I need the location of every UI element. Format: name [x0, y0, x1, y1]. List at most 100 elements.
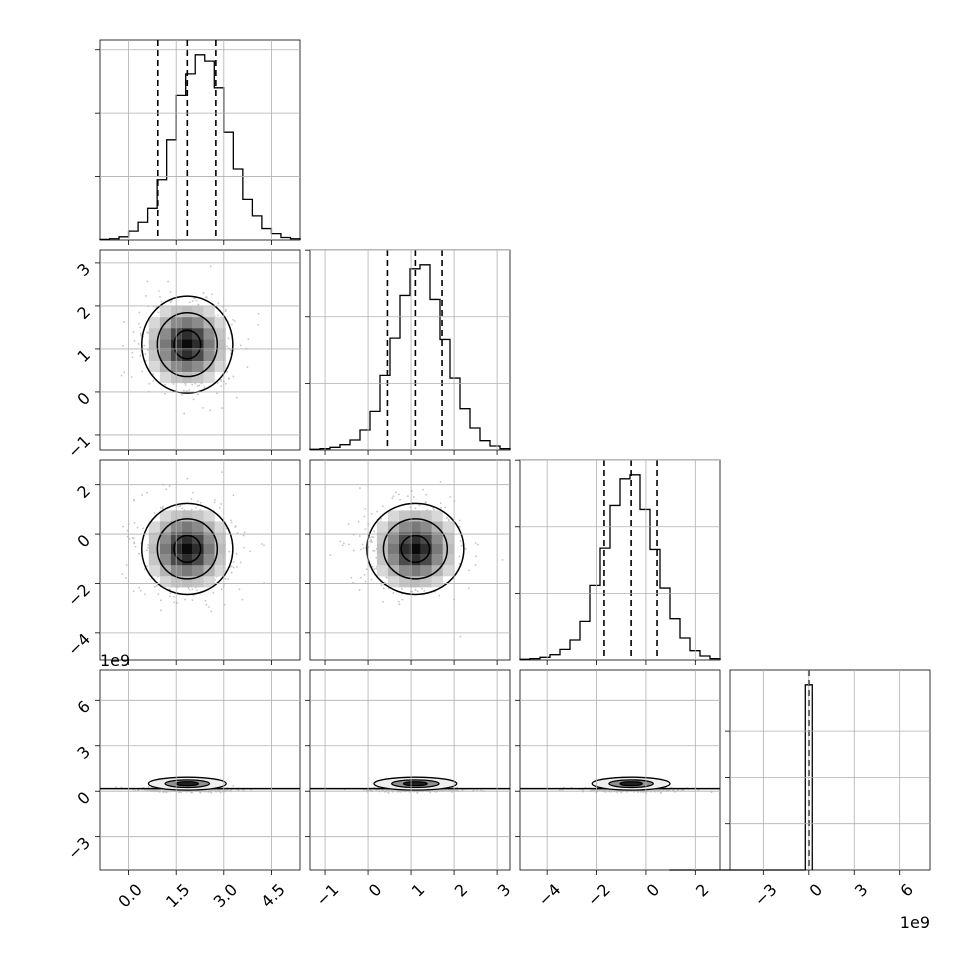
- panel-2-1-point: [406, 495, 409, 498]
- x-tick-label-p2-1: −2: [584, 880, 614, 910]
- panel-2-1-point: [414, 589, 417, 591]
- panel-2-1-density-cell: [409, 543, 421, 555]
- panel-2-1-point: [370, 539, 373, 542]
- panel-2-0-point: [232, 494, 235, 497]
- panel-1-0-point: [144, 353, 147, 356]
- panel-2-1-point: [501, 558, 504, 561]
- panel-2-1-point: [444, 506, 447, 509]
- y-tick-label-p3-0: −3: [64, 833, 94, 863]
- panel-2-0-density-cell: [214, 532, 226, 544]
- panel-2-0-point: [176, 601, 179, 604]
- panel-2-1-point: [375, 567, 377, 570]
- panel-1-0-density-cell: [159, 372, 171, 384]
- panel-3-1-frame: [309, 669, 511, 871]
- panel-2-1-point: [458, 563, 461, 565]
- panel-2-0-point: [229, 519, 232, 522]
- panel-2-1-density-cell: [398, 510, 410, 522]
- panel-2-1-point: [360, 576, 362, 579]
- panel-1-0: [120, 265, 260, 415]
- panel-1-0-point: [257, 323, 260, 326]
- panel-1-0-point: [225, 308, 227, 311]
- panel-2-1-point: [397, 600, 400, 603]
- panel-2-0-point: [192, 594, 195, 597]
- panel-2-0-point: [134, 545, 137, 548]
- panel-2-0-point: [141, 494, 144, 496]
- x-tick-label-p2-3: 2: [692, 880, 713, 901]
- panel-2-1-point: [446, 517, 448, 519]
- panel-1-0-density-cell: [192, 372, 204, 384]
- panel-1-0-point: [195, 299, 198, 302]
- panel-1-0-point: [120, 374, 123, 377]
- y-tick-label-p1-2: 1: [73, 346, 94, 367]
- panel-2-1-point: [370, 513, 373, 515]
- panel-2-0-density-cell: [181, 565, 193, 577]
- panel-2-0-point: [133, 521, 136, 524]
- panel-2-0-point: [168, 595, 171, 598]
- hist-0: [99, 40, 301, 241]
- panel-2-0-density-cell: [214, 521, 226, 533]
- panel-2-1-point: [401, 588, 403, 590]
- panel-2-1-density-cell: [420, 576, 432, 588]
- panel-2-0-point: [126, 529, 129, 532]
- x-tick-label-p0-3: 4.5: [257, 880, 288, 911]
- y-tick-label-p3-3: 6: [73, 697, 94, 718]
- panel-2-1-density-cell: [442, 565, 454, 577]
- panel-2-0-point: [133, 498, 135, 501]
- panel-3-1-point: [387, 792, 390, 794]
- panel-1-0-point: [226, 370, 229, 373]
- panel-2-1-point: [371, 565, 374, 568]
- panel-2-1-density: [376, 510, 454, 588]
- panel-2-1-point: [416, 590, 419, 593]
- panel-2-1-density-cell: [431, 554, 443, 566]
- panel-1-0-contour-0: [140, 295, 234, 394]
- y-tick-label-p1-4: 3: [73, 259, 94, 280]
- panel-1-0-point: [235, 396, 238, 399]
- panel-2-1-density-cell: [398, 532, 410, 544]
- y-tick-label-p2-2: 0: [73, 531, 94, 552]
- panel-2-1-point: [439, 502, 442, 505]
- panel-1-0-point: [232, 319, 234, 321]
- panel-2-1-point: [458, 555, 461, 558]
- hist-0-frame: [99, 39, 301, 241]
- x-tick-label-p3-2: 3: [851, 880, 872, 901]
- panel-2-0-point: [218, 506, 221, 509]
- panel-2-0-contour-2: [173, 534, 202, 563]
- panel-2-0-point: [236, 532, 239, 534]
- panel-2-0-frame: [99, 459, 301, 661]
- panel-2-1-point: [391, 497, 394, 500]
- panel-1-0-point: [192, 398, 195, 401]
- panel-1-0-density-cell: [148, 339, 160, 351]
- panel-2-0-density-cell: [181, 554, 193, 566]
- panel-1-0-point: [181, 393, 183, 396]
- panel-1-0-point: [164, 392, 166, 395]
- panel-1-0-point: [227, 377, 230, 380]
- panel-2-0-density-cell: [214, 565, 226, 577]
- panel-2-1: [329, 480, 504, 638]
- panel-3-2-point: [668, 789, 671, 791]
- panel-2-0-density-cell: [192, 510, 204, 522]
- panel-1-0-density-cell: [192, 328, 204, 340]
- panel-3-0-contour-2: [175, 781, 200, 787]
- panel-2-0-density-cell: [192, 554, 204, 566]
- panel-2-0-density: [148, 510, 226, 588]
- panel-1-0-density-cell: [203, 350, 215, 362]
- panel-2-1-point: [449, 496, 452, 498]
- panel-1-0-point: [196, 385, 199, 387]
- y-tick-label-p1-3: 2: [73, 302, 94, 323]
- panel-1-0-density-cell: [148, 350, 160, 362]
- panel-2-0-point: [249, 550, 251, 553]
- hist-2: [519, 460, 721, 660]
- x-tick-label-p1-0: −1: [312, 880, 342, 910]
- panel-2-1-density-cell: [420, 510, 432, 522]
- panel-1-0-point: [138, 311, 141, 314]
- panel-2-0: [121, 471, 266, 613]
- panel-2-0-point: [178, 505, 180, 508]
- panel-2-0-point: [139, 589, 142, 592]
- panel-2-0-point: [161, 507, 164, 509]
- panel-1-0-point: [164, 383, 167, 386]
- panel-3-0-point: [237, 789, 240, 791]
- panel-2-1-point: [341, 544, 344, 547]
- panel-1-0-point: [152, 380, 155, 382]
- panel-2-0-point: [232, 566, 235, 569]
- panel-2-1-point: [372, 549, 375, 552]
